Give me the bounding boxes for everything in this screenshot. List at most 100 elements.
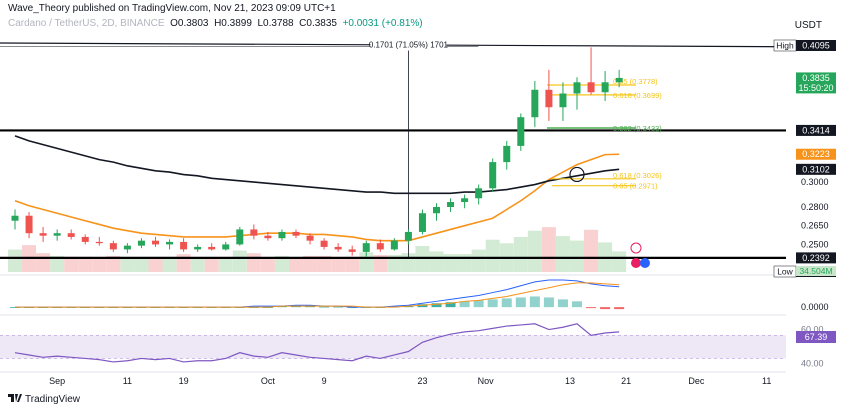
macd-bar — [319, 306, 330, 308]
publisher-line: Wave_Theory published on TradingView.com… — [8, 3, 336, 14]
volume-bar — [373, 255, 388, 272]
volume-bar — [429, 251, 444, 272]
macd-bar — [431, 303, 442, 308]
close-label: C — [299, 18, 307, 29]
candle-body — [123, 245, 131, 250]
high-label: H — [214, 18, 222, 29]
candle-body — [489, 162, 497, 189]
macd-bar — [557, 299, 568, 308]
time-tick-label: Oct — [261, 376, 276, 386]
symbol-label[interactable]: Cardano / TetherUS, 2D, BINANCE — [8, 18, 165, 29]
time-tick-label: 11 — [762, 376, 771, 386]
candle-body — [166, 241, 174, 245]
candle-body — [53, 233, 61, 236]
macd-bar — [459, 301, 470, 308]
price-tag-value: 0.3223 — [802, 149, 830, 159]
candle-body — [517, 117, 525, 146]
volume-bar — [387, 255, 402, 272]
ema-black-line — [14, 135, 620, 195]
time-tick-label: 21 — [621, 376, 631, 386]
candle-body — [390, 240, 398, 250]
measure-label-bg — [370, 39, 447, 51]
volume-bar — [120, 256, 135, 272]
candle-body — [137, 240, 145, 246]
tradingview-logo[interactable]: TradingView — [8, 393, 80, 405]
macd-bar — [333, 306, 344, 308]
volume-bar — [485, 239, 500, 272]
price-tag-value: 0.4095 — [802, 40, 830, 50]
volume-bar — [92, 257, 107, 272]
candle-body — [95, 241, 103, 244]
measure-label: 0.1701 (71.05%) 1701 — [369, 40, 449, 49]
volume-bar — [303, 255, 318, 272]
price-tag-bg — [796, 72, 836, 94]
candle-body — [152, 240, 159, 245]
macd-signal-line — [15, 282, 620, 308]
volume-bar — [584, 229, 599, 272]
volume-tag: 34.504M — [799, 266, 832, 276]
ema-orange-line — [14, 153, 620, 242]
volume-bar — [162, 256, 177, 272]
price-tick-label: 0.2800 — [801, 202, 829, 212]
close-value: 0.3835 — [306, 18, 337, 29]
open-value: 0.3803 — [177, 18, 209, 29]
price-tag-value: 0.3835 — [802, 73, 830, 83]
countdown-label: 15:50:20 — [798, 83, 833, 93]
candle-body — [404, 231, 412, 241]
volume-bar — [471, 249, 486, 272]
candle-body — [334, 246, 342, 250]
rsi-tick-label: 40.00 — [801, 358, 824, 368]
candle-body — [348, 249, 356, 252]
price-tag-label: Low — [777, 267, 793, 277]
macd-bar — [614, 307, 625, 310]
macd-bar — [515, 297, 526, 308]
macd-bar — [529, 296, 540, 308]
low-label: L — [257, 18, 264, 29]
candle-body — [278, 231, 286, 239]
tradingview-brand: TradingView — [25, 394, 81, 405]
tradingview-logo-icon — [8, 394, 22, 402]
volume-bar — [274, 255, 289, 272]
rsi-band — [0, 335, 786, 359]
time-tick-label: 13 — [565, 376, 575, 386]
candle-body — [615, 77, 623, 83]
volume-bar — [64, 256, 79, 272]
candle-body — [306, 235, 314, 241]
time-tick-label: Dec — [688, 376, 705, 386]
candle-body — [461, 198, 469, 203]
price-tag-value: 0.2392 — [802, 253, 830, 263]
candle-body — [67, 233, 75, 237]
candle-body — [447, 202, 455, 207]
candle-body — [25, 215, 33, 234]
high-value: 0.3899 — [221, 18, 252, 29]
price-tag-bg — [796, 252, 836, 264]
candle-body — [81, 236, 89, 242]
candle-body — [573, 82, 581, 94]
macd-bar — [487, 299, 498, 308]
price-tag-label: High — [776, 40, 794, 50]
price-tick-label: 0.2650 — [801, 221, 829, 231]
macd-bar — [572, 301, 582, 308]
time-tick-label: 9 — [322, 376, 327, 386]
candle-body — [531, 89, 539, 118]
candle-body — [180, 241, 188, 250]
macd-bar — [501, 298, 512, 308]
candle-body — [292, 231, 300, 236]
fib-level-label: 0.618 (0.3026) — [613, 171, 662, 180]
time-tick-label: 19 — [179, 376, 189, 386]
volume-bar — [218, 257, 233, 272]
candle-body — [545, 89, 553, 108]
price-tag-bg — [796, 39, 836, 51]
volume-bar — [106, 255, 121, 272]
event-icon — [631, 258, 641, 268]
price-tag-bg — [796, 163, 836, 175]
volume-bar — [527, 230, 542, 272]
volume-bar — [246, 253, 261, 272]
price-tick-label: 0.2500 — [801, 239, 829, 249]
event-icon — [630, 242, 642, 254]
macd-bar — [586, 307, 597, 309]
candle-body — [264, 235, 272, 239]
price-tag-bg — [796, 148, 836, 160]
rsi-value-bg — [796, 331, 836, 343]
